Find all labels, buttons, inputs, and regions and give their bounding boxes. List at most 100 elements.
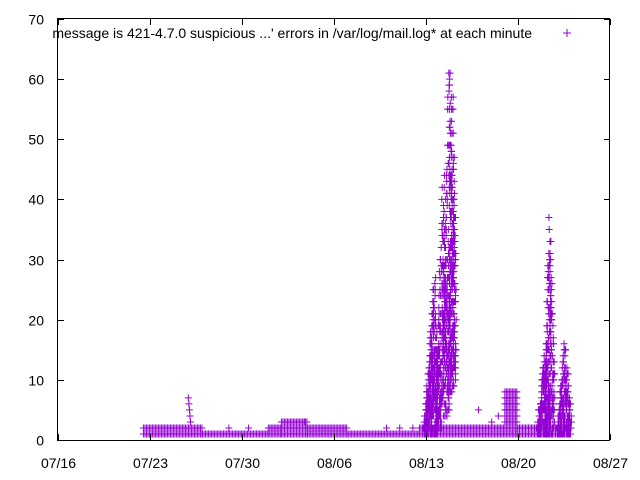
data-point xyxy=(449,304,457,312)
data-point xyxy=(448,105,456,113)
data-point xyxy=(549,394,557,402)
data-point xyxy=(550,370,558,378)
data-point xyxy=(452,316,460,324)
y-tick-label: 40 xyxy=(28,192,44,208)
y-tick-label: 70 xyxy=(28,12,44,28)
data-point xyxy=(545,346,553,354)
data-point xyxy=(445,81,453,89)
data-point xyxy=(443,412,451,420)
data-point xyxy=(548,280,556,288)
data-point xyxy=(560,358,568,366)
data-point xyxy=(549,400,557,408)
data-point xyxy=(449,382,457,390)
data-point xyxy=(567,412,575,420)
data-point xyxy=(548,364,556,372)
data-point xyxy=(547,238,555,246)
data-point xyxy=(447,153,455,161)
data-point xyxy=(448,183,456,191)
data-point xyxy=(545,226,553,233)
data-point xyxy=(547,304,555,312)
x-axis: 07/16 07/23 07/30 08/06 08/13 08/20 08/27 xyxy=(41,19,628,471)
data-point xyxy=(544,334,552,342)
data-point xyxy=(245,424,253,432)
data-point xyxy=(185,406,193,414)
data-point xyxy=(436,418,444,426)
data-point xyxy=(449,250,457,258)
data-point xyxy=(451,346,459,354)
data-point xyxy=(432,334,440,342)
data-point xyxy=(446,69,454,77)
data-point xyxy=(451,340,459,348)
data-point xyxy=(448,177,456,185)
data-point xyxy=(445,400,453,408)
data-point xyxy=(451,352,459,360)
x-tick-label: 07/30 xyxy=(225,455,260,471)
data-point xyxy=(429,286,437,294)
data-point xyxy=(548,352,556,360)
data-point xyxy=(450,195,458,203)
data-point xyxy=(560,340,568,348)
data-point xyxy=(475,406,483,414)
data-point xyxy=(184,394,192,402)
data-point xyxy=(559,352,567,360)
data-point xyxy=(383,424,391,432)
data-marks xyxy=(139,69,575,438)
data-point xyxy=(560,400,568,408)
y-tick-label: 10 xyxy=(28,373,44,389)
data-point xyxy=(451,328,459,336)
data-point xyxy=(452,376,460,384)
data-point xyxy=(446,75,454,83)
data-point xyxy=(448,171,456,179)
data-point xyxy=(565,406,573,414)
data-point xyxy=(225,424,233,432)
data-point xyxy=(566,424,574,432)
data-point xyxy=(550,358,558,366)
data-point xyxy=(449,238,457,246)
data-point xyxy=(448,286,456,294)
data-point xyxy=(446,99,454,107)
data-point xyxy=(186,412,194,420)
data-point xyxy=(548,382,556,390)
data-point xyxy=(449,165,457,173)
y-tick-label: 0 xyxy=(36,433,44,449)
x-tick-label: 08/06 xyxy=(317,455,352,471)
data-point xyxy=(198,424,206,432)
data-point xyxy=(564,370,572,378)
data-point xyxy=(565,394,573,402)
data-point xyxy=(440,207,448,215)
data-point xyxy=(450,226,458,233)
data-point xyxy=(562,376,570,384)
data-point xyxy=(449,207,457,215)
data-point xyxy=(548,316,556,324)
x-tick-label: 08/13 xyxy=(409,455,444,471)
data-point xyxy=(445,394,453,402)
x-tick-label: 07/23 xyxy=(133,455,168,471)
data-point xyxy=(547,256,555,264)
data-point xyxy=(449,219,457,227)
data-point xyxy=(343,424,351,432)
data-point xyxy=(545,286,553,294)
data-point xyxy=(185,400,193,408)
data-point xyxy=(445,406,453,414)
data-point xyxy=(547,298,555,306)
data-point xyxy=(449,262,457,270)
data-point xyxy=(513,394,521,402)
data-point xyxy=(566,418,574,426)
data-point xyxy=(300,418,308,426)
data-point xyxy=(494,412,502,420)
data-point xyxy=(436,424,444,432)
data-point xyxy=(547,328,555,336)
data-point xyxy=(431,280,439,288)
data-point xyxy=(513,406,521,414)
data-point xyxy=(546,250,554,258)
data-point xyxy=(546,268,554,276)
data-point xyxy=(396,424,404,432)
data-point xyxy=(450,310,458,318)
data-point xyxy=(452,364,460,372)
data-point xyxy=(449,274,457,282)
data-point xyxy=(513,418,521,426)
data-point xyxy=(546,322,554,330)
data-point xyxy=(450,268,458,276)
data-point xyxy=(448,117,456,125)
